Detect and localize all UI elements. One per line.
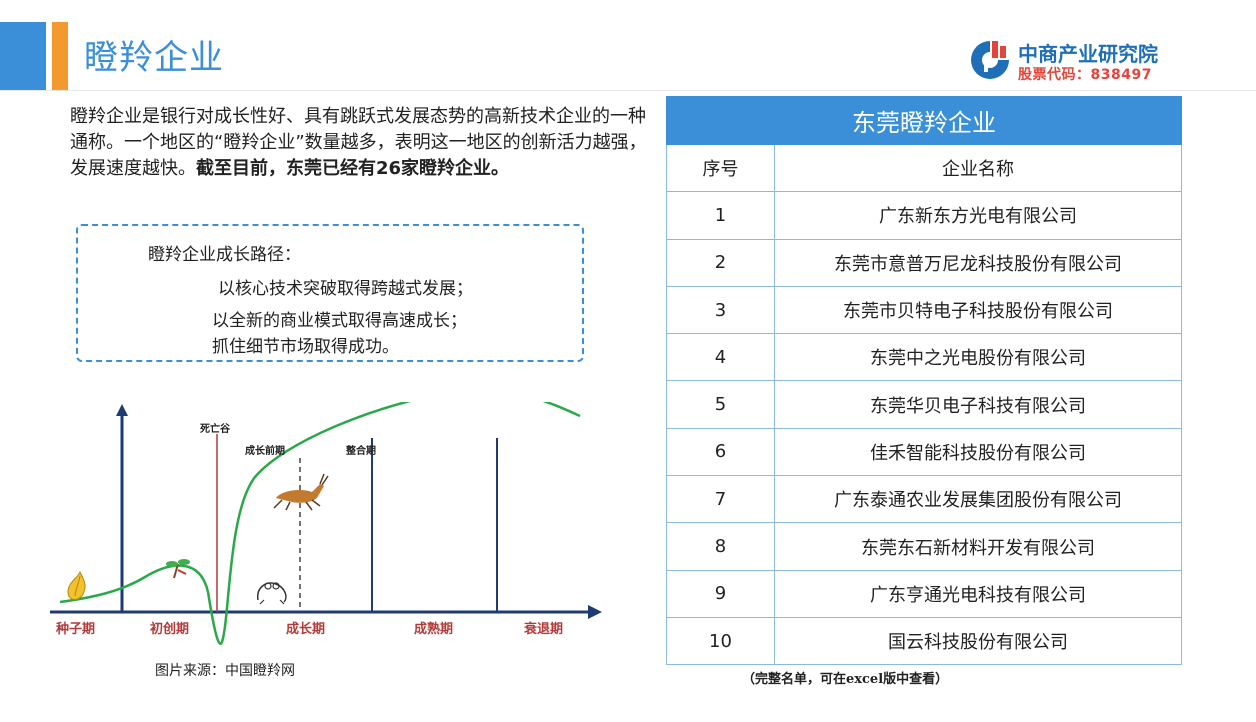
x-axis-arrow (588, 605, 602, 619)
table-caption: 东莞瞪羚企业 (666, 96, 1182, 145)
header-accent-orange (52, 22, 68, 90)
table-cell: 10 (666, 616, 775, 666)
intro-paragraph: 瞪羚企业是银行对成长性好、具有跳跃式发展态势的高新技术企业的一种通称。一个地区的… (70, 104, 652, 182)
stage-label: 成长期 (286, 621, 325, 637)
growth-path-line: 抓住细节市场取得成功。 (212, 337, 399, 357)
table-row: 6 佳禾智能科技股份有限公司 (666, 427, 1182, 477)
table-cell: 佳禾智能科技股份有限公司 (774, 427, 1182, 477)
logo-name: 中商产业研究院 (1018, 42, 1158, 66)
table-cell: 7 (666, 475, 775, 524)
seed-icon (67, 570, 86, 600)
gazelle-icon (273, 473, 329, 511)
table-header-cell: 序号 (666, 143, 775, 193)
intro-highlight: 截至目前，东莞已经有26家瞪羚企业。 (196, 158, 510, 179)
y-axis-arrow (116, 404, 128, 416)
stage-label: 成熟期 (414, 621, 453, 637)
stage-label: 衰退期 (523, 621, 563, 637)
stage-label: 初创期 (150, 621, 189, 637)
table-cell: 6 (666, 427, 775, 477)
table-cell: 国云科技股份有限公司 (774, 616, 1182, 666)
page-title: 瞪羚企业 (84, 38, 224, 78)
table-cell: 东莞市贝特电子科技股份有限公司 (774, 285, 1182, 335)
table-cell: 2 (666, 238, 775, 287)
table-row: 10 国云科技股份有限公司 (666, 616, 1182, 666)
growth-path-line: 以核心技术突破取得跨越式发展； (218, 279, 473, 299)
company-logo: 中商产业研究院 股票代码：838497 (968, 36, 1183, 86)
table-cell: 广东泰通农业发展集团股份有限公司 (774, 475, 1182, 524)
table-row: 1 广东新东方光电有限公司 (666, 191, 1182, 240)
header-accent-blue (0, 22, 46, 90)
logo-mark-icon (971, 41, 1009, 79)
table-row: 5 东莞华贝电子科技有限公司 (666, 380, 1182, 429)
table-cell: 1 (666, 191, 775, 240)
table-cell: 3 (666, 285, 775, 335)
logo-stock-code: 股票代码：838497 (1018, 67, 1152, 83)
growth-stage-diagram: 死亡谷 成长前期 整合期 种子期 初创期 成长期 成熟期 衰退期 (50, 402, 602, 645)
table-row: 9 广东亨通光电科技有限公司 (666, 569, 1182, 618)
frog-icon (257, 582, 287, 605)
table-cell: 广东新东方光电有限公司 (774, 191, 1182, 240)
table-row: 8 东莞东石新材料开发有限公司 (666, 522, 1182, 571)
table-cell: 8 (666, 522, 775, 571)
table-row: 2 东莞市意普万尼龙科技股份有限公司 (666, 238, 1182, 287)
table-row: 3 东莞市贝特电子科技股份有限公司 (666, 285, 1182, 335)
table-header-row: 序号 企业名称 (666, 143, 1182, 193)
growth-path-title: 瞪羚企业成长路径： (148, 245, 301, 265)
table-header-cell: 企业名称 (774, 143, 1182, 193)
table-cell: 9 (666, 569, 775, 618)
table-cell: 东莞中之光电股份有限公司 (774, 333, 1182, 382)
growth-path-line: 以全新的商业模式取得高速成长； (212, 311, 467, 331)
marker-label: 死亡谷 (200, 422, 231, 435)
header-divider (0, 90, 1256, 91)
table-row: 7 广东泰通农业发展集团股份有限公司 (666, 475, 1182, 524)
table-cell: 东莞东石新材料开发有限公司 (774, 522, 1182, 571)
table-note: （完整名单，可在excel版中查看） (742, 672, 949, 687)
image-source: 图片来源：中国瞪羚网 (155, 663, 295, 679)
growth-path-box: 瞪羚企业成长路径： 以核心技术突破取得跨越式发展； 以全新的商业模式取得高速成长… (76, 224, 584, 362)
table-cell: 东莞华贝电子科技有限公司 (774, 380, 1182, 429)
marker-label: 成长前期 (245, 444, 285, 457)
stage-label: 种子期 (55, 621, 95, 637)
table-row: 4 东莞中之光电股份有限公司 (666, 333, 1182, 382)
intro-text: 瞪羚企业是银行对成长性好、具有跳跃式发展态势的高新技术企业的一种通称。一个地区的… (70, 106, 647, 179)
table-cell: 5 (666, 380, 775, 429)
sapling-icon (166, 559, 190, 579)
table-cell: 4 (666, 333, 775, 382)
marker-label: 整合期 (345, 444, 376, 457)
table-cell: 广东亨通光电科技有限公司 (774, 569, 1182, 618)
table-cell: 东莞市意普万尼龙科技股份有限公司 (774, 238, 1182, 287)
growth-curve (59, 402, 581, 645)
gazelle-company-table: 东莞瞪羚企业 序号 企业名称 1 广东新东方光电有限公司 2 东莞市意普万尼龙科技股… (666, 96, 1182, 666)
